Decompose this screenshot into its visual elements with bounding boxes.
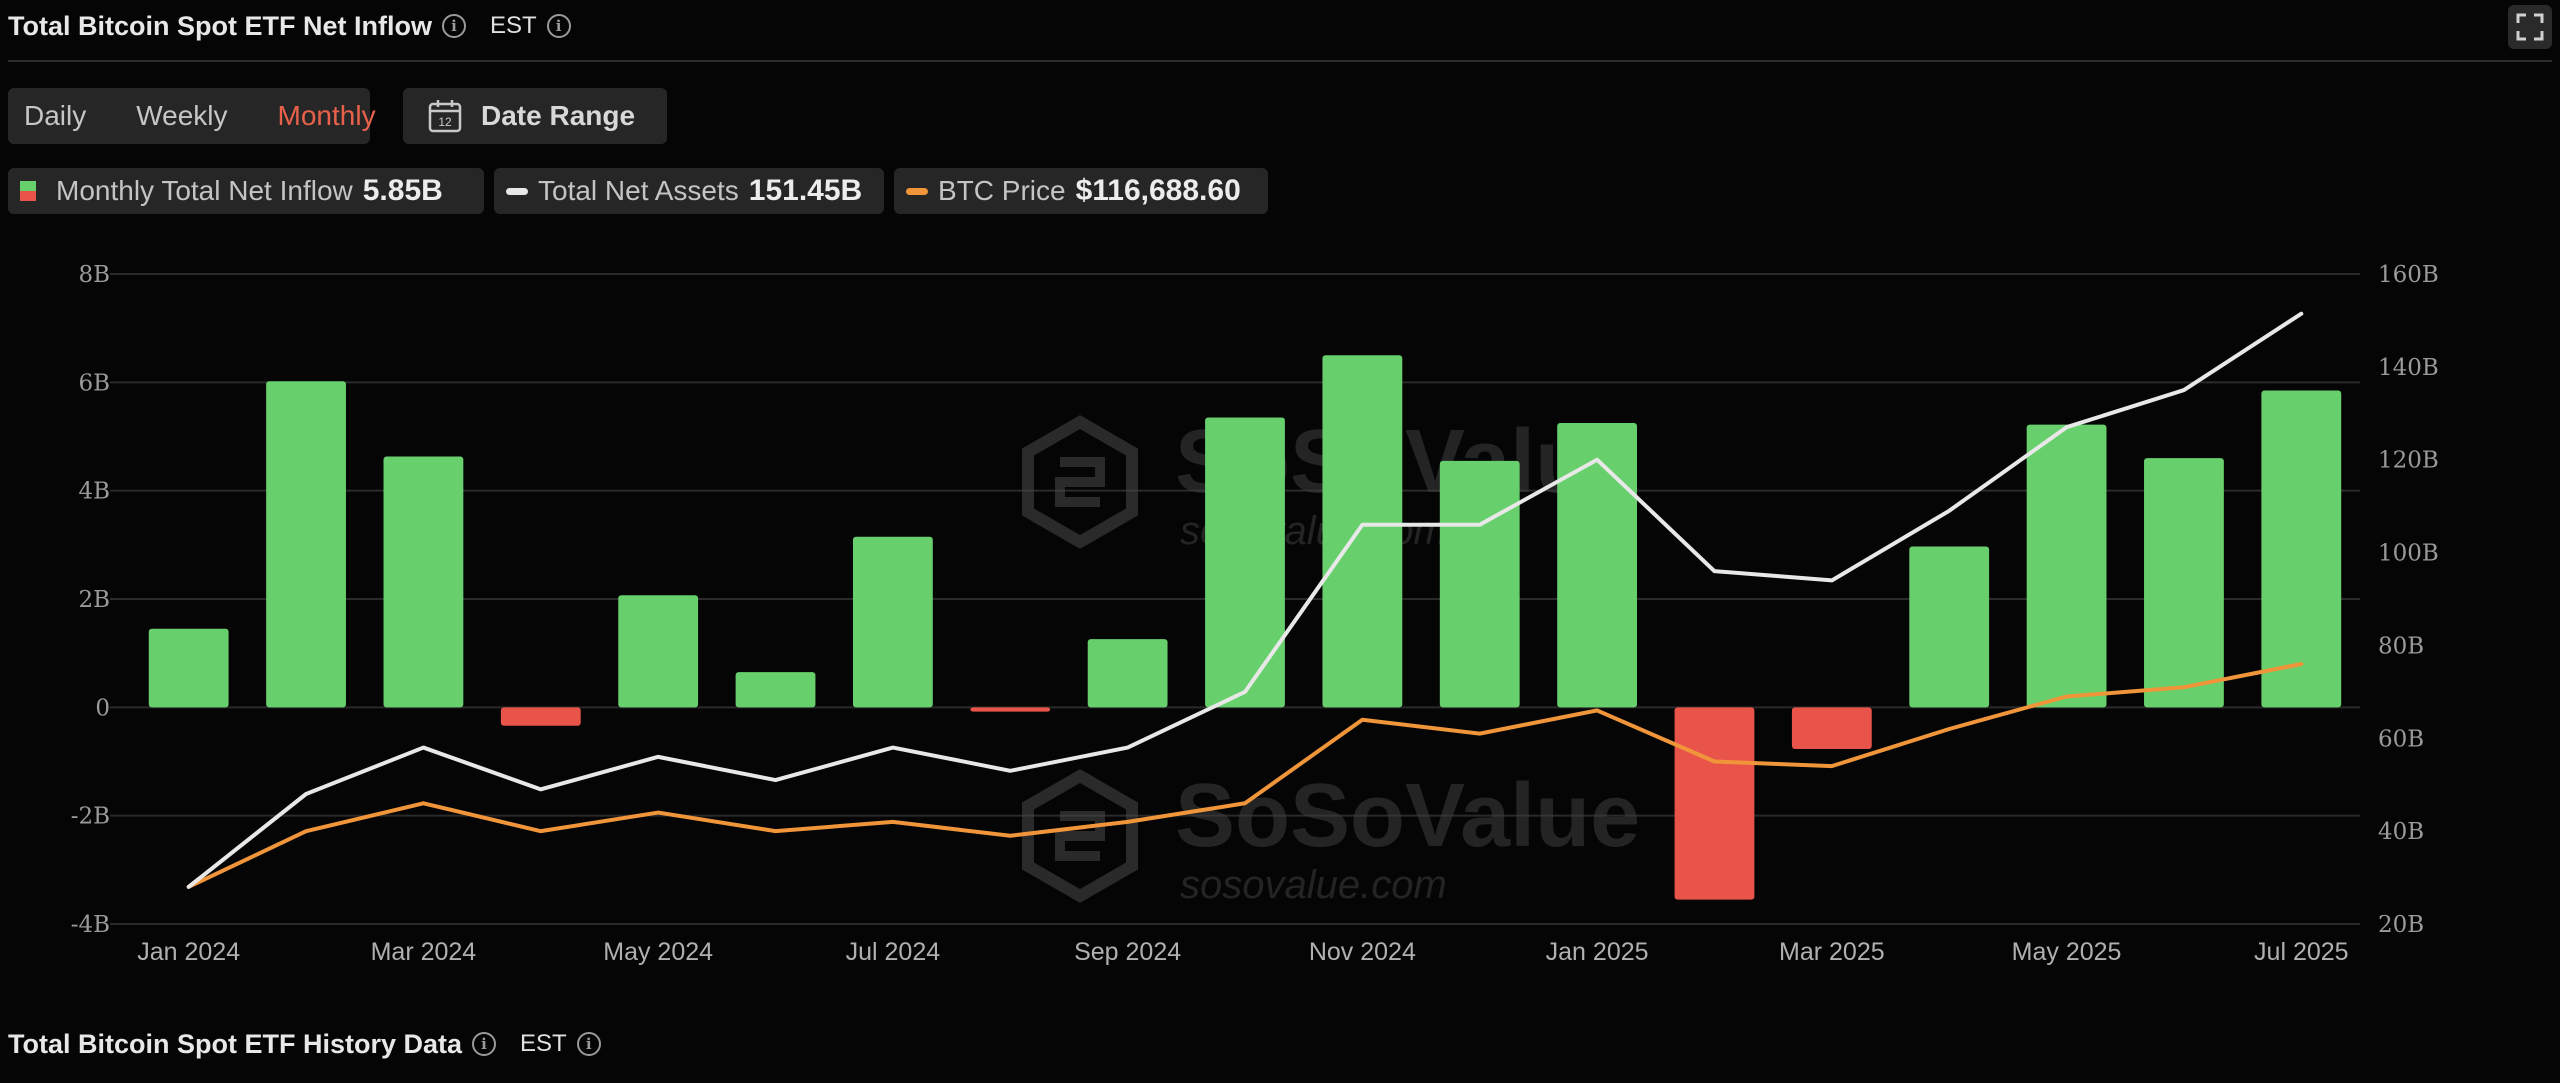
y-left-tick-label: -2B [71, 804, 110, 830]
inflow-bar [852, 536, 933, 708]
watermark-logo-mark [1055, 811, 1105, 861]
inflow-bar [1791, 707, 1872, 750]
lines-group [186, 311, 2304, 889]
tab-weekly[interactable]: Weekly [136, 100, 228, 131]
y-left-tick-label: -4B [71, 912, 110, 938]
x-tick-label: May 2025 [2012, 938, 2122, 966]
x-tick-label: Jul 2024 [846, 938, 941, 966]
y-left-tick-label: 4B [78, 479, 110, 505]
watermark-bottom: SoSoValue sosovalue.com [1022, 766, 1640, 907]
legend-inflow[interactable]: Monthly Total Net Inflow 5.85B [8, 168, 484, 214]
x-tick-label: May 2024 [603, 938, 713, 966]
svg-text:12: 12 [438, 115, 452, 129]
x-tick-label: Mar 2024 [371, 938, 477, 966]
legend-inflow-label: Monthly Total Net Inflow [56, 175, 353, 206]
inflow-bar [1322, 355, 1403, 708]
y-right-tick-label: 100B [2378, 541, 2439, 567]
y-right-tick-label: 40B [2378, 819, 2424, 845]
inflow-bar [383, 456, 464, 708]
x-tick-label: Nov 2024 [1309, 938, 1416, 966]
history-timezone-label: EST [520, 1030, 567, 1057]
history-timezone-info-icon[interactable]: i [576, 1032, 601, 1056]
inflow-bar [970, 707, 1051, 712]
chart-title: Total Bitcoin Spot ETF Net Inflow [8, 10, 432, 41]
x-tick-label: Jan 2024 [137, 938, 240, 966]
legend-price[interactable]: BTC Price $116,688.60 [894, 168, 1268, 214]
watermark-logo-icon [1022, 415, 1138, 549]
inflow-bar [500, 707, 581, 726]
legend-price-label: BTC Price [938, 175, 1066, 206]
tab-monthly[interactable]: Monthly [277, 100, 376, 131]
timezone-label: EST [489, 12, 537, 39]
interval-tabs: Daily Weekly Monthly [8, 88, 376, 144]
timezone-info-icon[interactable]: i [546, 14, 571, 38]
x-tick-label: Jan 2025 [1546, 938, 1649, 966]
inflow-bar [1205, 417, 1285, 708]
inflow-bar [2026, 424, 2107, 708]
x-tick-label: Jul 2025 [2254, 938, 2349, 966]
y-left-tick-label: 8B [78, 262, 110, 288]
x-tick-label: Mar 2025 [1779, 938, 1885, 966]
y-left-tick-label: 2B [78, 587, 110, 613]
history-info-icon[interactable]: i [472, 1032, 497, 1056]
x-tick-label: Sep 2024 [1074, 938, 1181, 966]
legend-assets[interactable]: Total Net Assets 151.45B [494, 168, 884, 214]
y-left-tick-label: 6B [78, 370, 110, 396]
fullscreen-icon [2516, 13, 2544, 41]
inflow-bar [618, 595, 699, 708]
legend-assets-label: Total Net Assets [538, 175, 739, 206]
net-assets-line [186, 311, 2304, 889]
y-right-tick-label: 160B [2378, 262, 2439, 288]
inflow-bar [735, 672, 816, 708]
date-range-label: Date Range [481, 100, 636, 131]
inflow-bar [1439, 460, 1520, 708]
history-title: Total Bitcoin Spot ETF History Data [8, 1028, 463, 1059]
inflow-bar [266, 381, 346, 708]
price-swatch-icon [906, 187, 928, 195]
y-right-tick-label: 120B [2378, 448, 2439, 474]
legend-assets-value: 151.45B [748, 174, 863, 207]
history-header: Total Bitcoin Spot ETF History Data i ES… [8, 1024, 601, 1064]
info-icon[interactable]: i [441, 14, 466, 38]
inflow-bar [148, 628, 229, 708]
y-left-tick-label: 0 [95, 695, 110, 721]
watermark-logo-mark [1055, 457, 1105, 507]
inflow-bar [2261, 390, 2342, 708]
header-divider [8, 60, 2552, 62]
y-right-tick-label: 140B [2378, 355, 2439, 381]
inflow-bar [1909, 546, 1990, 708]
inflow-bar [2144, 458, 2224, 708]
legend-price-value: $116,688.60 [1075, 174, 1241, 207]
fullscreen-button[interactable] [2508, 5, 2552, 49]
calendar-icon: 12 [428, 100, 462, 133]
btc-price-line [186, 662, 2304, 889]
assets-swatch-icon [506, 187, 528, 195]
date-range-button[interactable]: 12 Date Range [403, 88, 667, 144]
tab-daily[interactable]: Daily [24, 100, 87, 131]
legend-inflow-value: 5.85B [362, 174, 443, 207]
inflow-swatch-icon [20, 181, 36, 201]
y-right-tick-label: 80B [2378, 633, 2424, 659]
y-right-tick-label: 60B [2378, 726, 2424, 752]
inflow-bar [1087, 639, 1168, 708]
bars-group [148, 355, 2342, 900]
inflow-bar [1557, 422, 1638, 708]
watermark-brand: SoSoValue [1175, 766, 1640, 866]
inflow-bar [1674, 707, 1755, 900]
watermark-logo-icon [1022, 769, 1138, 903]
axes-group: -4B -2B 0 2B 4B 6B 8B 20B 40B 60B 80B 100B 120B 140B 1… [71, 262, 2439, 966]
chart-header: Total Bitcoin Spot ETF Net Inflow i EST … [8, 6, 571, 46]
inflow-chart: SoSoValue sosovalue.com SoSoValue sosova… [71, 262, 2439, 966]
y-right-tick-label: 20B [2378, 912, 2424, 938]
watermark-site: sosovalue.com [1180, 863, 1447, 907]
